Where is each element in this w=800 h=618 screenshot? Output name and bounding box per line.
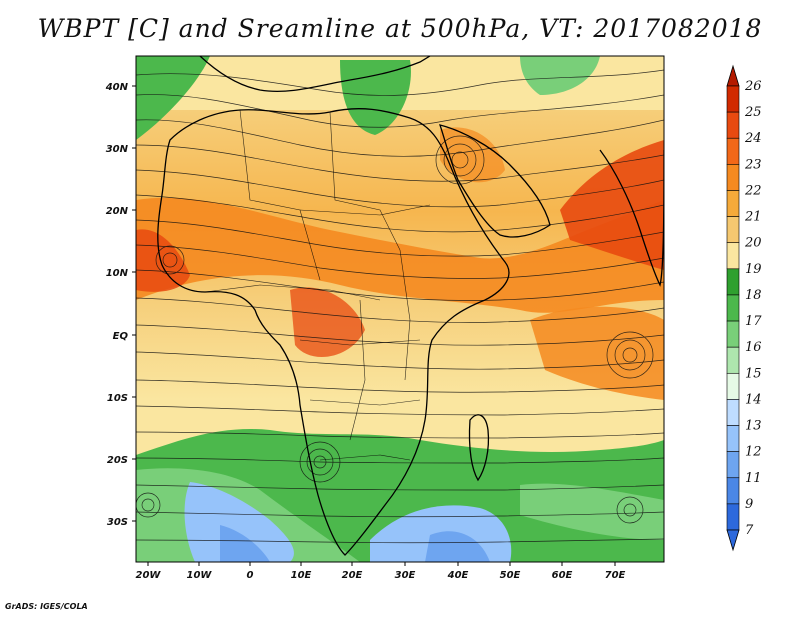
lon-tick-label: 0 bbox=[247, 570, 254, 581]
colorbar-label: 9 bbox=[745, 497, 753, 512]
colorbar-swatch bbox=[726, 85, 740, 113]
latitude-ticks: 40N 30N 20N 10N EQ 10S 20S 30S bbox=[105, 82, 136, 528]
colorbar-label: 12 bbox=[745, 445, 762, 460]
wbpt-warm-indian-ocean bbox=[530, 306, 664, 400]
colorbar-bottom-cap bbox=[726, 529, 740, 552]
colorbar-label: 19 bbox=[745, 262, 762, 277]
colorbar-swatch bbox=[726, 111, 740, 139]
colorbar-label: 11 bbox=[745, 471, 762, 486]
lat-tick-label: 10S bbox=[107, 393, 128, 404]
colorbar-label: 21 bbox=[744, 210, 762, 225]
lon-tick-label: 40E bbox=[447, 570, 469, 581]
colorbar-swatch bbox=[726, 268, 740, 296]
colorbar-swatch bbox=[726, 242, 740, 270]
colorbar-label: 24 bbox=[744, 131, 762, 146]
lon-tick-label: 20E bbox=[342, 570, 363, 581]
lat-tick-label: 20S bbox=[107, 455, 128, 466]
colorbar-label: 7 bbox=[745, 523, 754, 538]
lon-tick-label: 50E bbox=[500, 570, 521, 581]
streamlines bbox=[136, 69, 664, 544]
madagascar-coastline bbox=[468, 414, 490, 482]
colorbar-label: 17 bbox=[745, 314, 762, 329]
lon-tick-label: 30E bbox=[395, 570, 416, 581]
lon-tick-label: 60E bbox=[552, 570, 573, 581]
wbpt-cool-atlantic-nw bbox=[136, 56, 210, 140]
colorbar-label: 25 bbox=[744, 105, 762, 120]
lat-tick-label: 30N bbox=[106, 144, 129, 155]
colorbar-swatch bbox=[726, 477, 740, 505]
colorbar-top-cap bbox=[726, 64, 740, 87]
colorbar-swatch bbox=[726, 320, 740, 348]
colorbar-label: 23 bbox=[744, 157, 762, 172]
lon-tick-label: 10W bbox=[187, 570, 213, 581]
wbpt-cold-south-indian-core bbox=[425, 531, 490, 562]
wbpt-cool-east-belt bbox=[520, 483, 664, 540]
wbpt-cold-south-atlantic bbox=[184, 482, 294, 562]
lon-tick-label: 10E bbox=[291, 570, 312, 581]
colorbar-label: 22 bbox=[744, 183, 762, 198]
colorbar-swatch bbox=[726, 372, 740, 400]
map-panel bbox=[136, 56, 664, 562]
colorbar-swatch bbox=[726, 190, 740, 217]
lon-tick-label: 70E bbox=[605, 570, 626, 581]
colorbar-swatch bbox=[726, 294, 740, 322]
borders bbox=[204, 109, 431, 461]
map-frame bbox=[135, 55, 665, 563]
colorbar-swatch bbox=[726, 137, 740, 165]
wbpt-warm-sahel bbox=[136, 197, 664, 313]
wbpt-cool-iran bbox=[520, 56, 600, 95]
colorbar-swatch bbox=[726, 346, 740, 374]
colorbar: 26 25 24 23 22 21 20 19 18 17 16 15 14 13 12 11 9 7 bbox=[726, 64, 762, 552]
europe-coastline bbox=[199, 56, 431, 93]
arabia-coastline bbox=[439, 124, 551, 238]
wbpt-warm-gulf bbox=[440, 127, 505, 183]
colorbar-label: 15 bbox=[745, 366, 762, 381]
colorbar-swatch bbox=[726, 164, 740, 191]
lat-tick-label: 30S bbox=[107, 517, 128, 528]
colorbar-swatch bbox=[726, 451, 740, 479]
colorbar-label: 13 bbox=[745, 419, 762, 434]
colorbar-swatch bbox=[726, 399, 740, 426]
lat-tick-label: 20N bbox=[106, 206, 129, 217]
wbpt-cold-south-atlantic-core bbox=[220, 525, 270, 562]
colorbar-label: 14 bbox=[745, 392, 762, 407]
colorbar-swatch bbox=[726, 425, 740, 452]
lon-tick-label: 20W bbox=[136, 570, 162, 581]
chart-title: WBPT [C] and Sreamline at 500hPa, VT: 20… bbox=[37, 14, 763, 43]
wbpt-hot-arabian-sea bbox=[560, 140, 664, 270]
colorbar-label: 16 bbox=[745, 340, 762, 355]
grads-credit: GrADS: IGES/COLA bbox=[5, 602, 88, 611]
longitude-ticks: 20W 10W 0 10E 20E 30E 40E 50E 60E 70E bbox=[136, 562, 626, 581]
wbpt-hot-central-africa bbox=[290, 287, 365, 357]
lat-tick-label: 40N bbox=[105, 82, 129, 93]
colorbar-swatch bbox=[726, 216, 740, 244]
lat-tick-label: 10N bbox=[106, 268, 129, 279]
africa-coastline bbox=[157, 108, 510, 556]
lat-tick-label: EQ bbox=[113, 331, 129, 342]
colorbar-label: 18 bbox=[745, 288, 762, 303]
coastlines bbox=[157, 56, 664, 556]
colorbar-swatch bbox=[726, 503, 740, 531]
colorbar-label: 26 bbox=[744, 79, 762, 94]
colorbar-label: 20 bbox=[744, 236, 762, 251]
